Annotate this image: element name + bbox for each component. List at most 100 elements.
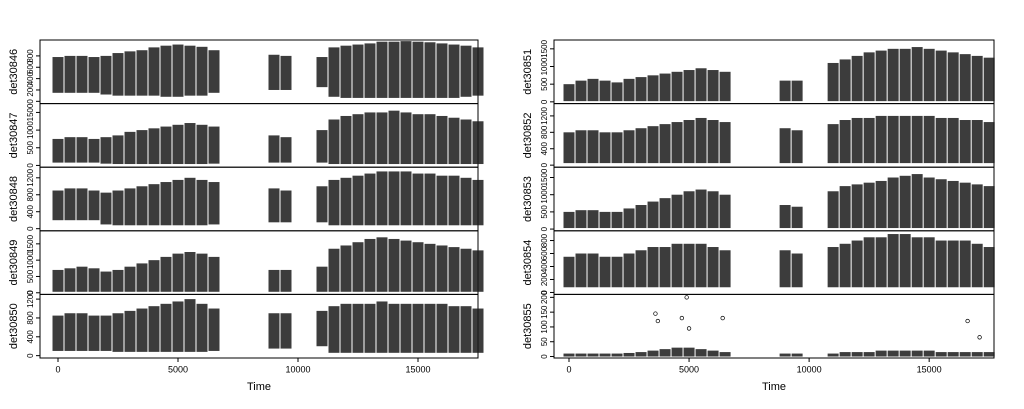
point-cloud xyxy=(172,44,184,97)
y-axis-label: det30852 xyxy=(522,112,534,158)
point-cloud xyxy=(280,137,292,163)
point-cloud xyxy=(472,179,484,226)
y-tick-label: 800 xyxy=(540,233,549,247)
point-cloud xyxy=(448,175,460,226)
point-cloud xyxy=(563,353,575,357)
point-cloud xyxy=(460,306,472,353)
point-cloud xyxy=(887,48,899,102)
point-cloud xyxy=(364,43,376,98)
point-cloud xyxy=(947,240,959,288)
point-cloud xyxy=(599,256,611,288)
y-tick-label: 400 xyxy=(26,205,35,219)
y-tick-label: 1000 xyxy=(540,185,549,203)
point-cloud xyxy=(460,177,472,226)
y-tick-label: 0 xyxy=(540,99,549,104)
point-cloud xyxy=(352,175,364,226)
point-cloud xyxy=(196,253,208,292)
point-cloud xyxy=(647,350,659,357)
point-cloud xyxy=(160,256,172,292)
point-cloud xyxy=(647,201,659,229)
y-axis-label: det30855 xyxy=(522,303,534,349)
point-cloud xyxy=(124,131,136,165)
point-cloud xyxy=(623,208,635,229)
y-tick-label: 600 xyxy=(26,60,35,74)
y-tick-label: 400 xyxy=(26,71,35,85)
point-cloud xyxy=(436,175,448,226)
point-cloud xyxy=(887,350,899,357)
y-tick-label: 0 xyxy=(26,99,35,104)
point-cloud xyxy=(412,242,424,292)
x-tick-label: 15000 xyxy=(405,364,430,374)
y-axis-label: det30851 xyxy=(522,49,534,95)
point-cloud xyxy=(340,45,352,98)
point-cloud xyxy=(827,62,839,102)
point-cloud xyxy=(340,177,352,226)
point-cloud xyxy=(364,303,376,353)
point-cloud xyxy=(184,45,196,96)
point-cloud xyxy=(791,80,803,102)
y-tick-label: 800 xyxy=(26,49,35,63)
point-cloud xyxy=(671,71,683,102)
point-cloud xyxy=(959,182,971,229)
point-cloud xyxy=(611,256,623,288)
point-cloud xyxy=(448,247,460,292)
point-cloud xyxy=(352,242,364,292)
point-cloud xyxy=(719,352,731,357)
y-tick-label: 400 xyxy=(540,259,549,273)
x-tick-label: 10000 xyxy=(797,364,822,374)
point-cloud xyxy=(280,190,292,223)
point-cloud xyxy=(899,115,911,164)
point-cloud xyxy=(328,119,340,165)
point-cloud xyxy=(100,271,112,292)
point-cloud xyxy=(887,115,899,164)
point-cloud xyxy=(280,55,292,90)
point-cloud xyxy=(791,353,803,357)
point-cloud xyxy=(683,120,695,164)
point-cloud xyxy=(448,117,460,165)
point-cloud xyxy=(563,256,575,288)
point-cloud xyxy=(683,347,695,357)
point-cloud xyxy=(376,112,388,165)
y-tick-label: 0 xyxy=(540,290,549,295)
point-cloud xyxy=(412,41,424,98)
point-cloud xyxy=(148,47,160,96)
point-cloud xyxy=(635,352,647,357)
y-tick-label: 200 xyxy=(540,290,549,304)
point-cloud xyxy=(76,55,88,93)
point-cloud xyxy=(424,42,436,98)
point-cloud xyxy=(563,84,575,102)
point-cloud xyxy=(887,234,899,288)
point-cloud xyxy=(352,44,364,98)
y-axis-label: det30850 xyxy=(8,303,20,349)
point-cloud xyxy=(875,237,887,288)
point-cloud xyxy=(671,194,683,229)
point-cloud xyxy=(959,240,971,288)
point-cloud xyxy=(779,205,791,229)
point-cloud xyxy=(388,41,400,98)
y-tick-label: 500 xyxy=(26,269,35,283)
y-tick-label: 800 xyxy=(26,311,35,325)
point-cloud xyxy=(683,70,695,102)
point-cloud xyxy=(460,45,472,97)
point-cloud xyxy=(328,179,340,226)
point-cloud xyxy=(400,303,412,353)
point-cloud xyxy=(851,240,863,288)
point-cloud xyxy=(208,308,220,351)
point-cloud xyxy=(64,55,76,93)
point-cloud xyxy=(316,130,328,163)
point-cloud xyxy=(412,114,424,165)
y-tick-label: 400 xyxy=(540,142,549,156)
point-cloud xyxy=(208,182,220,225)
y-axis-label: det30846 xyxy=(8,49,20,95)
point-cloud xyxy=(196,46,208,96)
point-cloud xyxy=(88,190,100,221)
point-cloud xyxy=(148,184,160,226)
point-cloud xyxy=(935,352,947,357)
x-tick-label: 5000 xyxy=(168,364,188,374)
point-cloud xyxy=(791,253,803,288)
point-cloud xyxy=(779,128,791,164)
point-cloud xyxy=(923,350,935,357)
point-cloud xyxy=(100,192,112,225)
point-cloud xyxy=(851,184,863,229)
point xyxy=(653,311,658,316)
